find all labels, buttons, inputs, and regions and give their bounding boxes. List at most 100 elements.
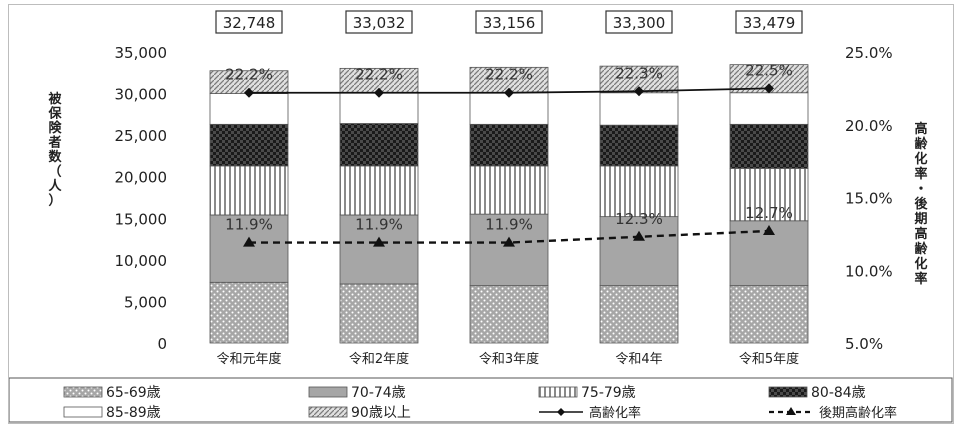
y-left-tick-label: 0 [157,335,167,353]
right-axis: 5.0% 10.0% 15.0% 20.0% 25.0% [845,44,893,353]
series-line [249,229,770,244]
y-left-tick-label: 25,000 [115,127,168,145]
category-label: 令和4年 [615,352,662,367]
bar-segment [469,213,549,287]
data-label: 22.2% [225,66,273,84]
svg-text:・: ・ [914,182,927,197]
svg-text:齢: 齢 [914,241,928,257]
bar-segment [339,283,419,344]
legend-item: 80-84歳 [768,385,866,401]
category-label: 令和5年度 [739,351,799,367]
bar-segment [339,214,419,285]
legend-swatch [308,386,348,398]
category-label: 令和2年度 [349,351,409,367]
bar-segment [209,123,289,167]
data-label: 22.2% [355,66,403,84]
left-axis: 0 5,000 10,000 15,000 20,000 25,000 30,000 35,0… [115,44,168,353]
y-left-tick-label: 30,000 [115,86,168,104]
bar-segment [599,285,679,344]
bar-segment [209,93,289,125]
triangle-marker [373,236,385,247]
bar-segment [599,216,679,287]
chart: 0 5,000 10,000 15,000 20,000 25,000 30,000 35,0… [8,10,953,423]
legend-item: 75-79歳 [538,385,636,401]
legend-swatch [768,386,808,398]
legend-label: 85-89歳 [106,405,161,421]
legend-item: 65-69歳 [63,385,161,401]
bar-segment [469,123,549,167]
category-label: 令和3年度 [479,351,539,367]
triangle-marker [633,230,645,241]
category-label: 令和元年度 [216,351,281,367]
category-labels: 令和元年度 令和2年度 令和3年度 令和4年 令和5年度 [216,351,799,367]
legend-item: 90歳以上 [308,405,411,421]
bar-segment [599,124,679,167]
total-label-box [345,10,413,34]
bar-segment [599,92,679,126]
legend-item: 高齢化率 [539,405,641,421]
bar-segment [339,123,419,167]
triangle-marker [786,407,796,415]
svg-text:）: ） [48,193,61,209]
svg-text:者: 者 [47,135,61,151]
svg-text:化: 化 [914,151,927,167]
legend-item: 後期高齢化率 [769,405,897,421]
legend-swatch [63,406,103,418]
svg-text:齢: 齢 [914,136,928,152]
triangle-marker [243,236,255,247]
data-label: 11.9% [355,216,403,234]
bar-segment [729,92,809,125]
legend-label: 65-69歳 [106,385,161,401]
triangle-marker [503,236,515,247]
diamond-marker [244,87,254,98]
data-label: 11.9% [485,216,533,234]
bar-segment [469,285,549,344]
svg-text:険: 険 [48,120,62,136]
data-label: 22.2% [485,66,533,84]
svg-text:率: 率 [914,271,927,287]
bar-segment [209,165,289,216]
bar-segment [729,167,809,222]
data-label: 11.9% [225,216,273,234]
legend-item: 85-89歳 [63,405,161,421]
y-right-tick-label: 5.0% [845,335,883,353]
total-label: 33,156 [483,14,536,32]
diamond-marker [557,408,565,416]
data-label: 22.5% [745,61,793,79]
svg-text:保: 保 [47,106,62,122]
legend-label: 80-84歳 [811,385,866,401]
y-right-tick-label: 25.0% [845,44,893,62]
svg-text:高: 高 [914,121,927,137]
svg-text:人: 人 [48,178,62,194]
total-label: 33,300 [613,14,666,32]
svg-text:後: 後 [914,196,928,212]
svg-text:（: （ [48,164,61,180]
svg-text:期: 期 [914,212,927,227]
legend-swatch [538,386,578,398]
triangle-marker [763,224,775,235]
legend-label: 75-79歳 [581,385,636,401]
total-label-box [605,10,673,34]
y-left-tick-label: 35,000 [115,44,168,62]
y-right-tick-label: 15.0% [845,190,893,208]
total-label-box [735,10,803,34]
y-right-tick-label: 20.0% [845,117,893,135]
svg-text:数: 数 [48,149,62,165]
data-label: 22.3% [615,64,663,82]
bars: 32,748 33,032 33,156 33,300 33,479 [209,10,809,344]
bar-segment [729,123,809,169]
legend: 65-69歳 70-74歳 75-79歳 80-84歳 85-89歳 90歳以上 高齢化率 後… [8,377,953,423]
data-label: 12.7% [745,204,793,222]
y-right-tick-label: 10.0% [845,262,893,280]
bar-segment [209,281,289,344]
data-label: 12.3% [615,210,663,228]
bar-segment [339,92,419,124]
diamond-marker [374,87,384,98]
bar-segment [209,214,289,283]
y-axis-right-label: 高齢化率・後期高齢化率 [914,121,928,287]
bar-segment [729,285,809,344]
legend-item: 70-74歳 [308,385,406,401]
y-left-tick-label: 15,000 [115,210,168,228]
legend-label: 90歳以上 [351,405,411,421]
